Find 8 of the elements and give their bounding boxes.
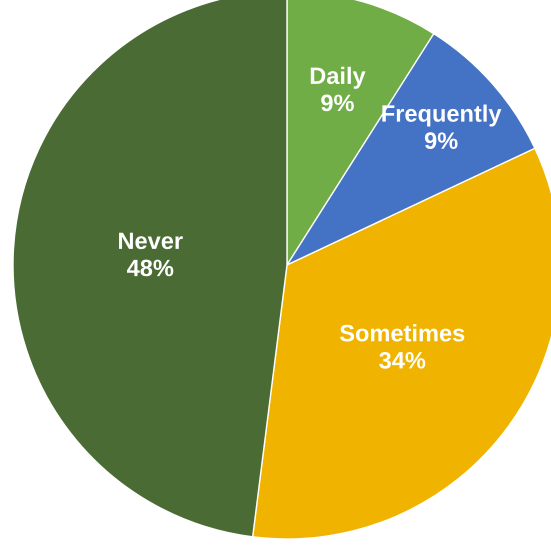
slice-label: Frequently bbox=[382, 104, 502, 127]
data-label: 34% bbox=[379, 352, 426, 369]
slice-label: Never bbox=[119, 232, 183, 250]
data-label: 9% bbox=[424, 132, 458, 150]
slice-label: Sometimes bbox=[340, 324, 464, 342]
data-label: 9% bbox=[321, 94, 354, 112]
data-label: 48% bbox=[127, 260, 174, 276]
slice-label: Daily bbox=[310, 66, 366, 89]
